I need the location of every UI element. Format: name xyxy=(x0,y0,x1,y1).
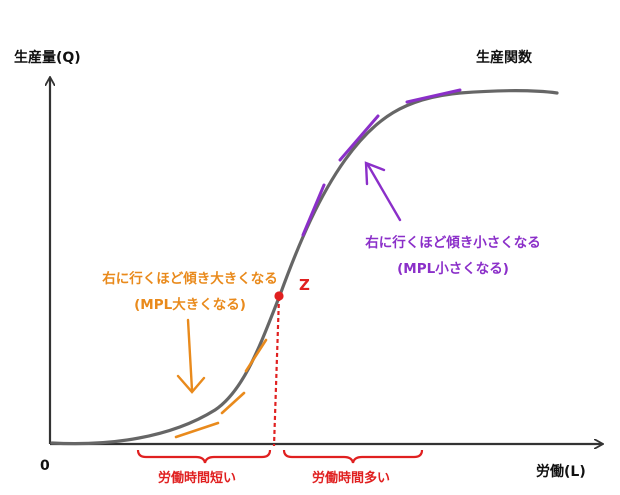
tangent-segment xyxy=(220,391,246,415)
decreasing-slope-note: 右に行くほど傾き小さくなる (MPL小さくなる) xyxy=(335,231,571,277)
curve-label: 生産関数 xyxy=(476,50,532,66)
point-z-label: Z xyxy=(299,276,310,294)
decreasing-slope-tangents xyxy=(301,88,462,237)
production-curve xyxy=(50,89,559,446)
tangent-segment xyxy=(405,88,462,104)
origin-label: 0 xyxy=(40,458,50,474)
increasing-slope-note-line2: (MPL大きくなる) xyxy=(134,297,246,313)
inflection-point xyxy=(274,291,284,301)
y-axis-label: 生産量(Q) xyxy=(14,50,81,66)
short-hours-label: 労働時間短い xyxy=(158,471,237,486)
increasing-slope-note-line1: 右に行くほど傾き大きくなる xyxy=(102,271,278,287)
increasing-slope-note: 右に行くほど傾き大きくなる (MPL大きくなる) xyxy=(72,267,308,313)
tangent-segment xyxy=(301,183,326,237)
tangent-segment xyxy=(174,421,220,439)
long-hours-brace xyxy=(282,449,424,464)
tangent-segment xyxy=(244,338,268,373)
decreasing-slope-note-line2: (MPL小さくなる) xyxy=(397,261,509,277)
x-axis-label: 労働(L) xyxy=(536,464,586,480)
orange-arrow xyxy=(176,318,206,394)
increasing-slope-tangents xyxy=(174,338,268,439)
purple-arrow xyxy=(364,161,402,222)
inflection-drop-line xyxy=(272,296,281,447)
short-hours-brace xyxy=(136,449,272,464)
long-hours-label: 労働時間多い xyxy=(312,471,391,486)
tangent-segment xyxy=(338,114,380,162)
decreasing-slope-note-line1: 右に行くほど傾き小さくなる xyxy=(365,235,541,251)
